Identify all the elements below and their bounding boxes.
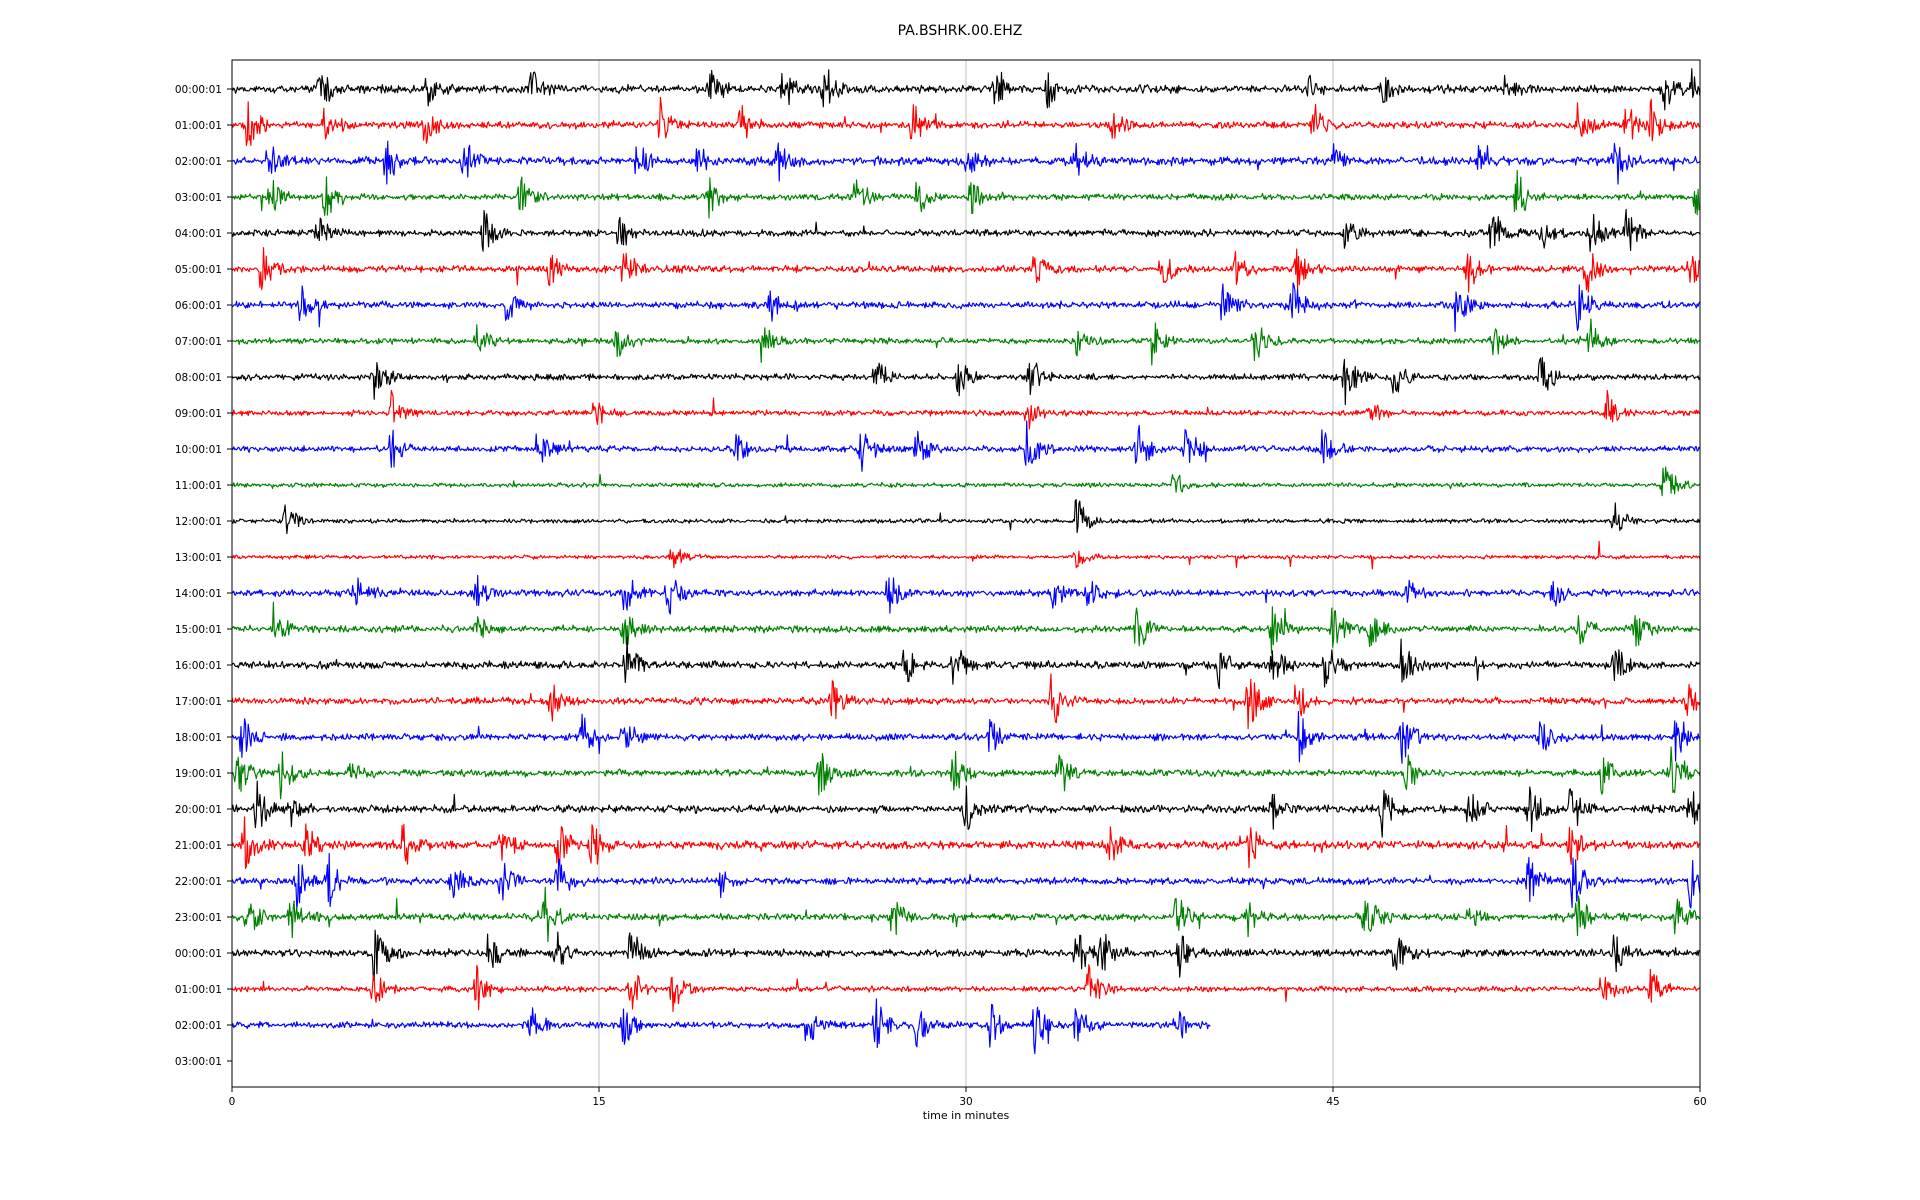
x-tick-label-4: 60 <box>1693 1096 1706 1108</box>
row-label-8: 08:00:01 <box>175 372 222 384</box>
row-label-0: 00:00:01 <box>175 84 222 96</box>
trace-row-16 <box>231 636 1701 690</box>
trace-row-7 <box>231 318 1701 366</box>
row-label-24: 00:00:01 <box>175 948 222 960</box>
row-label-13: 13:00:01 <box>175 552 222 564</box>
row-label-15: 15:00:01 <box>175 624 222 636</box>
trace-row-11 <box>231 466 1701 497</box>
row-label-27: 03:00:01 <box>175 1056 222 1068</box>
row-label-22: 22:00:01 <box>175 876 222 888</box>
trace-row-14 <box>231 574 1700 615</box>
trace-row-8 <box>231 356 1701 406</box>
trace-row-12 <box>231 499 1701 535</box>
trace-row-9 <box>231 389 1700 430</box>
trace-row-24 <box>231 929 1701 982</box>
row-label-1: 01:00:01 <box>175 120 222 132</box>
trace-row-21 <box>231 816 1701 870</box>
x-axis-label: time in minutes <box>923 1109 1010 1122</box>
row-label-14: 14:00:01 <box>175 588 222 600</box>
trace-row-26 <box>231 998 1211 1055</box>
row-label-25: 01:00:01 <box>175 984 222 996</box>
row-label-23: 23:00:01 <box>175 912 222 924</box>
trace-row-10 <box>231 420 1701 472</box>
row-label-12: 12:00:01 <box>175 516 222 528</box>
trace-row-15 <box>231 601 1701 654</box>
trace-row-19 <box>231 746 1701 800</box>
x-tick-label-1: 15 <box>592 1096 605 1108</box>
trace-row-22 <box>231 852 1701 910</box>
x-tick-label-3: 45 <box>1326 1096 1339 1108</box>
row-label-21: 21:00:01 <box>175 840 222 852</box>
row-label-19: 19:00:01 <box>175 768 222 780</box>
seismic-traces <box>231 68 1701 1055</box>
row-label-20: 20:00:01 <box>175 804 222 816</box>
trace-row-5 <box>231 247 1701 293</box>
row-label-26: 02:00:01 <box>175 1020 222 1032</box>
row-label-3: 03:00:01 <box>175 192 222 204</box>
row-label-5: 05:00:01 <box>175 264 222 276</box>
trace-row-2 <box>231 140 1701 185</box>
row-label-7: 07:00:01 <box>175 336 222 348</box>
trace-row-13 <box>231 540 1701 570</box>
row-label-6: 06:00:01 <box>175 300 222 312</box>
row-label-11: 11:00:01 <box>175 480 222 492</box>
row-label-18: 18:00:01 <box>175 732 222 744</box>
x-tick-label-0: 0 <box>229 1096 236 1108</box>
row-label-9: 09:00:01 <box>175 408 222 420</box>
chart-title: PA.BSHRK.00.EHZ <box>898 23 1023 39</box>
row-label-16: 16:00:01 <box>175 660 222 672</box>
trace-row-20 <box>231 780 1701 838</box>
trace-row-0 <box>231 68 1701 111</box>
row-label-2: 02:00:01 <box>175 156 222 168</box>
trace-row-17 <box>231 673 1701 730</box>
row-labels: 00:00:01 01:00:01 02:00:01 03:00:01 04:00:01… <box>175 84 232 1068</box>
x-tick-label-2: 30 <box>959 1096 972 1108</box>
row-label-4: 04:00:01 <box>175 228 222 240</box>
trace-row-18 <box>231 710 1701 764</box>
trace-row-3 <box>231 169 1701 219</box>
row-label-10: 10:00:01 <box>175 444 222 456</box>
row-label-17: 17:00:01 <box>175 696 222 708</box>
x-axis: 0 15 30 45 60 <box>229 1087 1707 1108</box>
trace-row-4 <box>231 208 1701 252</box>
trace-row-1 <box>231 96 1701 147</box>
trace-row-25 <box>231 964 1701 1012</box>
trace-row-6 <box>231 282 1701 332</box>
trace-row-23 <box>231 886 1701 943</box>
